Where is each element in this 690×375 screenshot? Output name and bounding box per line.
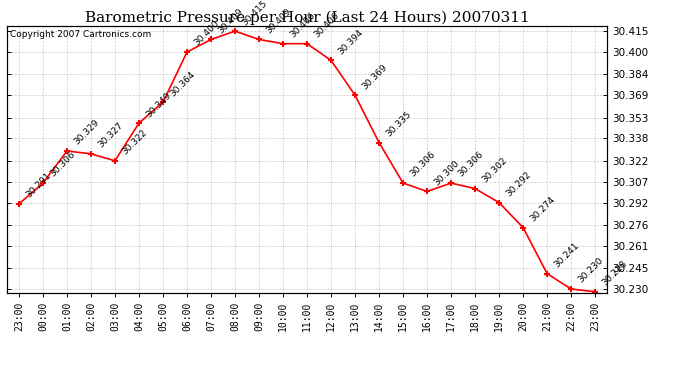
Text: 30.327: 30.327 — [97, 121, 125, 150]
Text: Copyright 2007 Cartronics.com: Copyright 2007 Cartronics.com — [10, 30, 151, 39]
Text: 30.292: 30.292 — [504, 170, 533, 198]
Text: 30.241: 30.241 — [553, 241, 581, 270]
Text: 30.230: 30.230 — [577, 256, 605, 285]
Text: 30.291: 30.291 — [24, 171, 53, 200]
Text: 30.369: 30.369 — [361, 62, 389, 91]
Text: 30.306: 30.306 — [408, 150, 437, 179]
Text: 30.409: 30.409 — [217, 7, 245, 35]
Text: 30.228: 30.228 — [601, 259, 629, 288]
Text: 30.306: 30.306 — [48, 150, 77, 179]
Text: 30.335: 30.335 — [384, 110, 413, 138]
Text: 30.406: 30.406 — [288, 11, 317, 39]
Text: 30.302: 30.302 — [481, 156, 509, 184]
Text: 30.300: 30.300 — [433, 159, 462, 187]
Text: 30.415: 30.415 — [241, 0, 269, 27]
Text: 30.400: 30.400 — [193, 19, 221, 48]
Text: 30.306: 30.306 — [457, 150, 485, 179]
Text: 30.409: 30.409 — [264, 7, 293, 35]
Text: 30.322: 30.322 — [121, 128, 149, 157]
Text: 30.274: 30.274 — [529, 195, 558, 223]
Text: 30.394: 30.394 — [337, 28, 365, 56]
Text: 30.329: 30.329 — [72, 118, 101, 147]
Text: 30.349: 30.349 — [144, 90, 173, 119]
Text: 30.406: 30.406 — [313, 11, 342, 39]
Text: 30.364: 30.364 — [168, 69, 197, 98]
Title: Barometric Pressure per Hour (Last 24 Hours) 20070311: Barometric Pressure per Hour (Last 24 Ho… — [85, 11, 529, 25]
